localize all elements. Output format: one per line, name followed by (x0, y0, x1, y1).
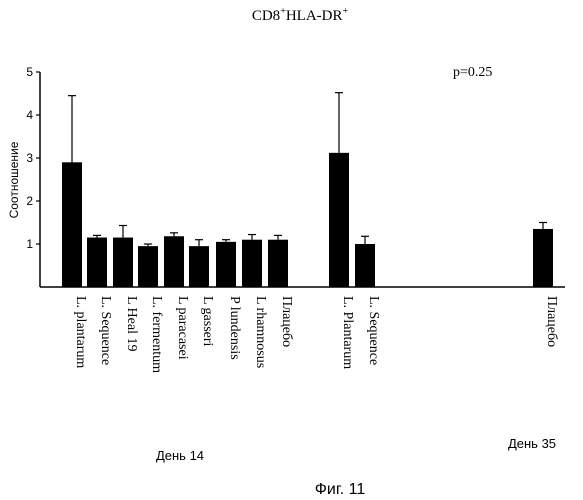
x-tick-label: P lundensis (227, 296, 242, 360)
bar (355, 244, 375, 287)
group-label-day35: День 35 (508, 436, 556, 451)
bars (62, 153, 553, 287)
bar (533, 229, 553, 287)
y-tick-label: 2 (26, 194, 33, 208)
figure-caption: Фиг. 11 (315, 481, 366, 498)
y-tick-label: 1 (26, 237, 33, 251)
chart-title: CD8+HLA-DR+ (252, 6, 349, 24)
p-value-annotation: p=0.25 (453, 65, 492, 80)
y-tick-label: 3 (26, 151, 33, 165)
bar (138, 246, 158, 287)
x-tick-label: L Heal 19 (124, 296, 139, 351)
x-tick-label: L. plantarum (73, 296, 88, 368)
y-axis-label: Соотношение (7, 141, 21, 218)
x-tick-labels: L. plantarum L. Sequence L Heal 19 L. ferme… (73, 296, 559, 373)
x-tick-label: L gasseri (200, 296, 215, 347)
group-label-day14: День 14 (156, 448, 204, 463)
error-bars (68, 93, 547, 247)
x-tick-label: L rhamnosus (253, 296, 268, 368)
bar (329, 153, 349, 287)
y-tick-label: 5 (26, 65, 33, 79)
bar (87, 238, 107, 287)
bar (62, 162, 82, 287)
x-tick-label: L. Sequence (366, 296, 381, 365)
y-ticks: 1 2 3 4 5 (26, 65, 40, 251)
x-tick-label: L. Sequence (98, 296, 113, 365)
x-tick-label: Плацебо (544, 296, 559, 347)
bar (113, 238, 133, 287)
bar (216, 242, 236, 287)
bar (242, 240, 262, 287)
y-tick-label: 4 (26, 108, 33, 122)
x-tick-label: L. fermentum (149, 296, 164, 373)
bar (268, 240, 288, 287)
x-tick-label: L. Plantarum (340, 296, 355, 369)
bar (189, 246, 209, 287)
bar (164, 236, 184, 287)
x-tick-label: L paracasei (175, 296, 190, 360)
x-tick-label: Плацебо (279, 296, 294, 347)
